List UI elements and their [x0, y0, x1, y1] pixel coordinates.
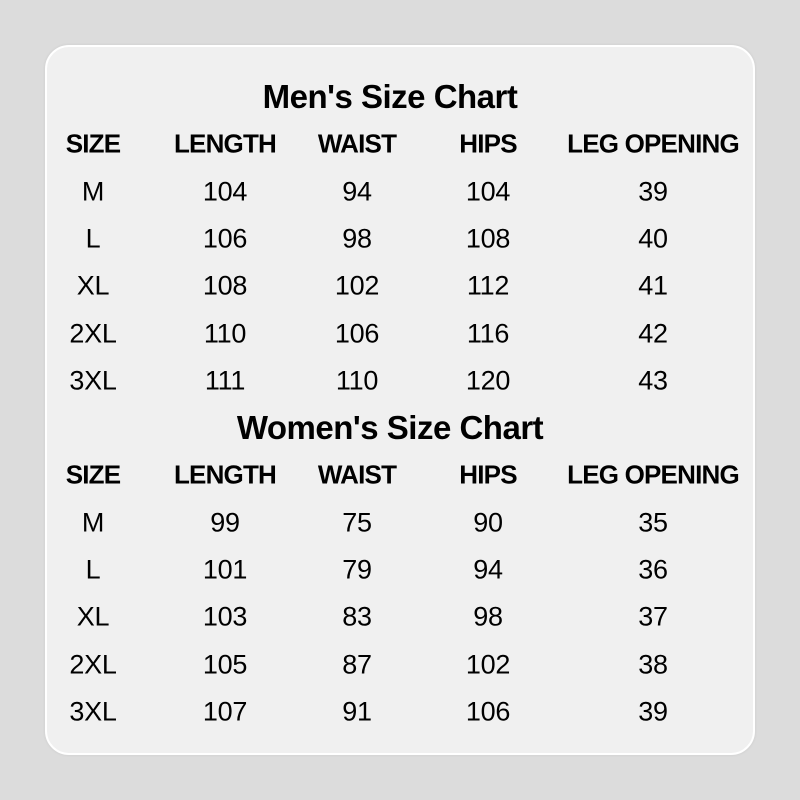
- mens-table-cell: 111: [204, 365, 246, 396]
- mens-table-cell: 104: [202, 176, 248, 207]
- mens-table-cell: 98: [342, 223, 372, 254]
- womens-column-header: SIZE: [65, 459, 121, 490]
- mens-table-cell: 110: [203, 318, 247, 348]
- womens-table-cell: 99: [210, 507, 240, 538]
- mens-table-cell: 110: [335, 365, 379, 396]
- mens-column-header: LENGTH: [173, 128, 277, 159]
- mens-table-cell: 40: [638, 223, 668, 254]
- womens-table-cell: 36: [638, 554, 668, 585]
- womens-table-cell: 35: [638, 507, 668, 538]
- mens-table-cell: 2XL: [69, 318, 117, 348]
- mens-column-header: LEG OPENING: [567, 128, 740, 159]
- mens-table-cell: 43: [638, 365, 668, 396]
- womens-table-cell: 103: [202, 601, 248, 632]
- mens-table-cell: 112: [466, 270, 510, 301]
- womens-table-cell: 79: [342, 554, 372, 585]
- womens-table-cell: XL: [76, 601, 110, 632]
- womens-table-cell: 101: [202, 554, 248, 585]
- womens-table-cell: 90: [473, 507, 503, 538]
- womens-table-cell: 2XL: [69, 649, 117, 679]
- womens-table-cell: 94: [473, 554, 503, 585]
- mens-table-cell: 104: [465, 176, 511, 207]
- womens-table-cell: 3XL: [69, 696, 117, 727]
- womens-table-cell: 75: [342, 507, 372, 538]
- womens-table-cell: 87: [342, 649, 372, 679]
- womens-table-cell: 39: [638, 696, 668, 727]
- womens-table-cell: 91: [342, 696, 372, 727]
- womens-table-cell: 83: [342, 601, 372, 632]
- womens-column-header: LENGTH: [173, 459, 277, 490]
- womens-column-header: HIPS: [459, 459, 517, 490]
- mens-table-cell: 102: [334, 270, 380, 301]
- womens-table-title: Women's Size Chart: [236, 409, 544, 446]
- mens-table-cell: 108: [465, 223, 511, 254]
- mens-table-cell: 42: [638, 318, 668, 348]
- mens-table-cell: 39: [638, 176, 668, 207]
- womens-table-cell: L: [85, 554, 101, 585]
- mens-table-cell: L: [85, 223, 101, 254]
- womens-column-header: LEG OPENING: [567, 459, 740, 490]
- mens-table-cell: 106: [334, 318, 380, 348]
- size-chart-card: [45, 45, 755, 755]
- mens-column-header: WAIST: [317, 128, 397, 159]
- mens-column-header: SIZE: [65, 128, 121, 159]
- mens-table-cell: 108: [202, 270, 248, 301]
- womens-table-cell: 38: [638, 649, 668, 679]
- womens-table-cell: 98: [473, 601, 503, 632]
- womens-table-cell: 107: [202, 696, 248, 727]
- womens-table-cell: 37: [638, 601, 668, 632]
- mens-table-cell: 120: [465, 365, 511, 396]
- mens-table-cell: XL: [76, 270, 110, 301]
- mens-table-cell: 106: [202, 223, 248, 254]
- womens-table-cell: M: [81, 507, 105, 538]
- mens-table-cell: 116: [466, 318, 510, 348]
- womens-table-cell: 106: [465, 696, 511, 727]
- mens-table-cell: 94: [342, 176, 372, 207]
- womens-column-header: WAIST: [317, 459, 397, 490]
- mens-table-cell: M: [81, 176, 105, 207]
- mens-table-cell: 3XL: [69, 365, 117, 396]
- mens-table-title: Men's Size Chart: [262, 78, 518, 115]
- womens-table-cell: 102: [465, 649, 511, 679]
- mens-column-header: HIPS: [459, 128, 517, 159]
- womens-table-cell: 105: [202, 649, 248, 679]
- mens-table-cell: 41: [638, 270, 668, 301]
